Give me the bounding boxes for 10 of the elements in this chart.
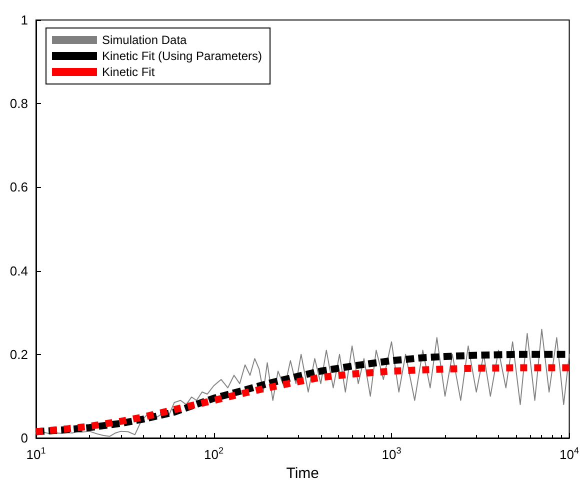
y-tick-label: 0.4 bbox=[10, 263, 28, 278]
x-axis-title: Time bbox=[286, 465, 320, 482]
y-tick-label: 0.8 bbox=[10, 96, 28, 112]
legend-label: Simulation Data bbox=[102, 33, 188, 47]
legend-label: Kinetic Fit bbox=[102, 65, 156, 79]
legend-label: Kinetic Fit (Using Parameters) bbox=[102, 49, 262, 63]
y-tick-label: 0.2 bbox=[10, 346, 28, 362]
y-tick-label: 0 bbox=[20, 430, 28, 446]
y-tick-label: 0.6 bbox=[10, 180, 28, 195]
y-tick-label: 1 bbox=[20, 12, 28, 28]
